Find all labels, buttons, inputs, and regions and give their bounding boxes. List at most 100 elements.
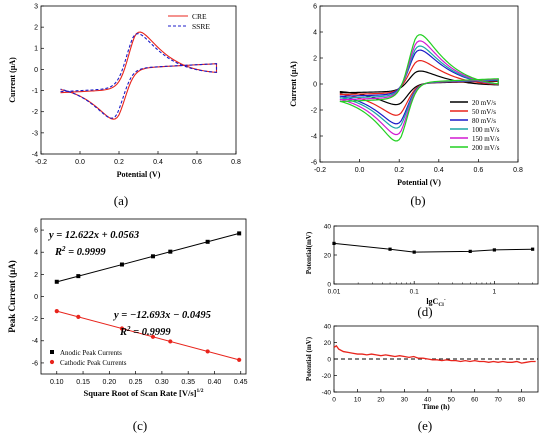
data-point-cathodic bbox=[76, 314, 81, 319]
y-tick-label: 0 bbox=[327, 356, 331, 363]
y-tick-label: 6 bbox=[34, 228, 38, 235]
y-tick-label: -4 bbox=[311, 133, 317, 140]
data-point-anodic bbox=[54, 279, 59, 284]
legend-label: 80 mV/s bbox=[472, 117, 496, 125]
x-tick-label: 0.0 bbox=[75, 159, 85, 166]
y-tick-label: 0 bbox=[34, 67, 38, 74]
y-tick-label: 0 bbox=[34, 294, 38, 301]
panel-label: (a) bbox=[114, 193, 128, 208]
legend-label: Cathodic Peak Currents bbox=[60, 359, 127, 367]
data-point-anodic bbox=[237, 231, 242, 236]
x-tick-label: 80 bbox=[518, 397, 526, 404]
y-tick-label: 4 bbox=[313, 29, 317, 36]
y-tick-label: -2 bbox=[32, 109, 38, 116]
data-point bbox=[492, 248, 496, 252]
y-tick-label: -2 bbox=[311, 107, 317, 114]
legend-label: 20 mV/s bbox=[472, 99, 496, 107]
y-tick-label: 3 bbox=[34, 3, 38, 10]
data-point-cathodic bbox=[205, 349, 210, 354]
legend-label: 50 mV/s bbox=[472, 108, 496, 116]
x-tick-label: 30 bbox=[401, 397, 409, 404]
x-axis-label: Potential (V) bbox=[397, 178, 441, 187]
legend-marker bbox=[50, 350, 54, 354]
legend-marker bbox=[49, 359, 55, 365]
fit-r2: R2 = 0.9999 bbox=[119, 325, 171, 338]
data-point bbox=[468, 249, 472, 253]
y-tick-label: -40 bbox=[322, 389, 332, 396]
x-tick-label: 0 bbox=[332, 397, 336, 404]
x-axis-label: Time (h) bbox=[422, 402, 450, 411]
panel-b-chart: -0.2 0.0 0.2 0.4 0.6 0.8 -6 -4 -2 0 2 4 6 Potential (… bbox=[289, 3, 523, 208]
legend-label: CRE bbox=[192, 12, 207, 21]
x-tick-label: 0.4 bbox=[434, 167, 444, 174]
data-point bbox=[332, 241, 336, 245]
x-tick-label: 0.20 bbox=[103, 379, 117, 386]
x-tick-label: 0.8 bbox=[231, 159, 241, 166]
x-tick-label: 70 bbox=[495, 397, 503, 404]
legend-label: 200 mV/s bbox=[472, 144, 500, 152]
x-tick-label: 0.6 bbox=[474, 167, 484, 174]
data-point-anodic bbox=[205, 239, 210, 244]
x-tick-label: 0.4 bbox=[153, 159, 163, 166]
x-tick-label: -0.2 bbox=[314, 167, 326, 174]
panel-label: (c) bbox=[133, 418, 147, 433]
data-line bbox=[333, 242, 533, 253]
panel-d-chart: 0.01 0.1 1 0 20 40 lgCCl- Potential(mV) (d) bbox=[305, 223, 539, 319]
y-tick-label: -1 bbox=[32, 88, 38, 95]
y-axis-label: Current (μA) bbox=[289, 61, 298, 107]
y-tick-label: 40 bbox=[324, 323, 332, 330]
x-tick-label: 1 bbox=[493, 289, 497, 296]
x-tick-label: 40 bbox=[424, 397, 432, 404]
y-axis-label: Peak Current (μA) bbox=[7, 260, 17, 332]
y-tick-label: -2 bbox=[32, 316, 38, 323]
plot-frame bbox=[333, 225, 539, 285]
y-axis-label: Potential (mV) bbox=[305, 336, 313, 381]
cv-curve-cre bbox=[60, 31, 218, 120]
x-tick-label: 0.35 bbox=[181, 379, 195, 386]
data-point bbox=[531, 247, 535, 251]
legend-label: 100 mV/s bbox=[472, 126, 500, 134]
data-point-cathodic bbox=[119, 326, 125, 331]
y-tick-label: -6 bbox=[311, 159, 317, 166]
cv-curve-ssre bbox=[60, 33, 218, 119]
y-tick-label: 2 bbox=[34, 25, 38, 32]
y-tick-label: -4 bbox=[32, 338, 38, 345]
data-point bbox=[388, 247, 392, 251]
y-tick-label: 0 bbox=[313, 81, 317, 88]
data-point-anodic bbox=[150, 254, 155, 259]
x-tick-label: 0.2 bbox=[114, 159, 124, 166]
x-tick-label: 0.0 bbox=[355, 167, 365, 174]
x-axis-label: lgCCl- bbox=[426, 297, 446, 308]
x-tick-label: 0.10 bbox=[50, 379, 64, 386]
x-tick-label: 0.25 bbox=[129, 379, 143, 386]
legend-label: 150 mV/s bbox=[472, 135, 500, 143]
x-axis-label: Square Root of Scan Rate [V/s]1/2 bbox=[84, 388, 204, 398]
y-tick-label: -20 bbox=[322, 373, 332, 380]
y-tick-label: -6 bbox=[32, 360, 38, 367]
y-axis-label: Current (μA) bbox=[8, 57, 17, 103]
y-tick-label: -3 bbox=[32, 130, 38, 137]
y-tick-label: 2 bbox=[34, 272, 38, 279]
x-tick-label: 10 bbox=[354, 397, 362, 404]
panel-label: (e) bbox=[418, 418, 432, 433]
data-point-anodic bbox=[76, 274, 81, 279]
x-axis-label: Potential (V) bbox=[117, 170, 161, 179]
fit-equation: y = −12.693x − 0.0495 bbox=[112, 310, 211, 321]
y-tick-label: 40 bbox=[324, 223, 332, 230]
y-axis-label: Potential(mV) bbox=[305, 231, 313, 274]
panel-label: (b) bbox=[410, 193, 425, 208]
x-tick-label: 0.8 bbox=[513, 167, 523, 174]
data-point-anodic bbox=[168, 249, 173, 254]
y-tick-label: -4 bbox=[32, 151, 38, 158]
y-tick-label: 4 bbox=[34, 250, 38, 257]
x-tick-label: 50 bbox=[448, 397, 456, 404]
x-tick-label: 0.15 bbox=[76, 379, 90, 386]
y-tick-label: 1 bbox=[34, 46, 38, 53]
x-tick-label: 0.6 bbox=[192, 159, 202, 166]
panel-a-chart: -0.2 0.0 0.2 0.4 0.6 0.8 -4 -3 -2 -1 0 1 2 3 Potential… bbox=[8, 3, 241, 208]
fit-equation: y = 12.622x + 0.0563 bbox=[47, 230, 139, 241]
x-tick-label: 20 bbox=[377, 397, 385, 404]
fit-r2: R2 = 0.9999 bbox=[54, 245, 106, 258]
x-tick-label: 0.30 bbox=[155, 379, 169, 386]
x-tick-label: 60 bbox=[471, 397, 479, 404]
